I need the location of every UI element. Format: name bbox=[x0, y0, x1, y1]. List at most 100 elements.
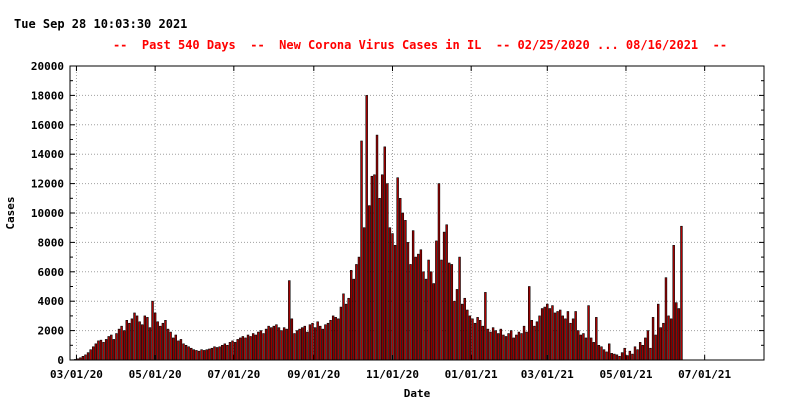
x-tick-label: 09/01/20 bbox=[287, 368, 340, 381]
bar bbox=[236, 339, 239, 361]
bar bbox=[587, 305, 590, 361]
bar bbox=[636, 349, 639, 361]
bar bbox=[484, 292, 487, 361]
bar bbox=[595, 317, 598, 361]
y-tick-label: 20000 bbox=[31, 60, 64, 73]
bar bbox=[641, 344, 644, 361]
bar bbox=[151, 300, 154, 361]
bar bbox=[138, 321, 141, 361]
bar bbox=[285, 328, 288, 361]
bar bbox=[329, 320, 332, 361]
bar bbox=[460, 303, 464, 361]
bar bbox=[295, 330, 299, 361]
bar bbox=[331, 315, 335, 361]
bar bbox=[233, 342, 237, 361]
bar bbox=[584, 337, 588, 361]
bar bbox=[298, 328, 301, 361]
bar bbox=[399, 198, 402, 361]
x-tick-label: 11/01/20 bbox=[366, 368, 419, 381]
bar bbox=[339, 306, 343, 361]
plot-frame bbox=[69, 65, 765, 361]
bar bbox=[657, 303, 660, 361]
bar bbox=[558, 309, 562, 361]
bar bbox=[543, 306, 546, 361]
bar bbox=[628, 350, 632, 361]
y-tick-label: 0 bbox=[57, 354, 64, 367]
bar bbox=[166, 328, 170, 361]
bar bbox=[182, 343, 185, 361]
bar bbox=[231, 340, 234, 361]
bar bbox=[548, 308, 552, 361]
bar bbox=[264, 328, 268, 361]
bar bbox=[195, 350, 198, 361]
bar bbox=[92, 346, 95, 361]
bar bbox=[528, 286, 531, 361]
bar bbox=[610, 353, 613, 361]
bar bbox=[615, 354, 619, 361]
bar bbox=[156, 321, 159, 361]
bar bbox=[517, 331, 521, 361]
bar bbox=[515, 334, 518, 361]
bar bbox=[104, 339, 108, 361]
bar bbox=[360, 140, 363, 361]
bar bbox=[350, 270, 353, 361]
bar bbox=[561, 315, 564, 361]
bar bbox=[607, 343, 611, 361]
bar bbox=[669, 318, 673, 361]
bar bbox=[494, 330, 497, 361]
bar bbox=[210, 347, 214, 361]
bar bbox=[672, 245, 675, 361]
bar bbox=[512, 337, 515, 361]
bar bbox=[520, 333, 523, 361]
bar bbox=[533, 325, 536, 361]
y-tick-label: 8000 bbox=[38, 236, 65, 249]
bar bbox=[202, 350, 206, 361]
bar bbox=[538, 315, 541, 361]
bar bbox=[205, 349, 208, 361]
bar bbox=[448, 262, 451, 361]
bar bbox=[174, 334, 177, 361]
bar bbox=[605, 351, 608, 361]
bar bbox=[169, 331, 172, 361]
x-tick-label: 05/01/20 bbox=[129, 368, 182, 381]
bar bbox=[223, 343, 226, 361]
bar bbox=[574, 311, 577, 361]
bar bbox=[143, 315, 147, 361]
bar bbox=[306, 331, 309, 361]
bar bbox=[213, 346, 216, 361]
bar bbox=[393, 245, 397, 361]
bar bbox=[355, 264, 358, 361]
bar bbox=[468, 315, 472, 361]
bar bbox=[540, 308, 544, 361]
bar bbox=[89, 349, 92, 361]
bar bbox=[125, 320, 128, 361]
bar bbox=[197, 350, 201, 361]
bar bbox=[424, 278, 428, 361]
y-tick-label: 6000 bbox=[38, 266, 65, 279]
bar bbox=[481, 325, 485, 361]
bar bbox=[497, 333, 500, 361]
bar bbox=[471, 318, 474, 361]
grid-lines bbox=[70, 66, 764, 360]
bar bbox=[128, 322, 131, 361]
bar bbox=[427, 259, 430, 361]
bar bbox=[553, 312, 557, 361]
bar bbox=[417, 253, 420, 361]
bar bbox=[509, 330, 513, 361]
y-tick-label: 14000 bbox=[31, 148, 64, 161]
bar bbox=[569, 322, 572, 361]
bar bbox=[275, 324, 278, 361]
bar bbox=[347, 297, 350, 361]
bar bbox=[171, 337, 175, 361]
bar bbox=[380, 174, 384, 361]
bar bbox=[133, 312, 136, 361]
bar bbox=[370, 175, 374, 361]
bar bbox=[597, 344, 601, 361]
bar bbox=[442, 231, 446, 361]
chart-title: -- Past 540 Days -- New Corona Virus Cas… bbox=[112, 38, 728, 52]
bar bbox=[249, 336, 252, 361]
bar bbox=[146, 317, 149, 361]
bar bbox=[102, 342, 105, 361]
bar bbox=[592, 342, 595, 361]
bar bbox=[522, 325, 526, 361]
